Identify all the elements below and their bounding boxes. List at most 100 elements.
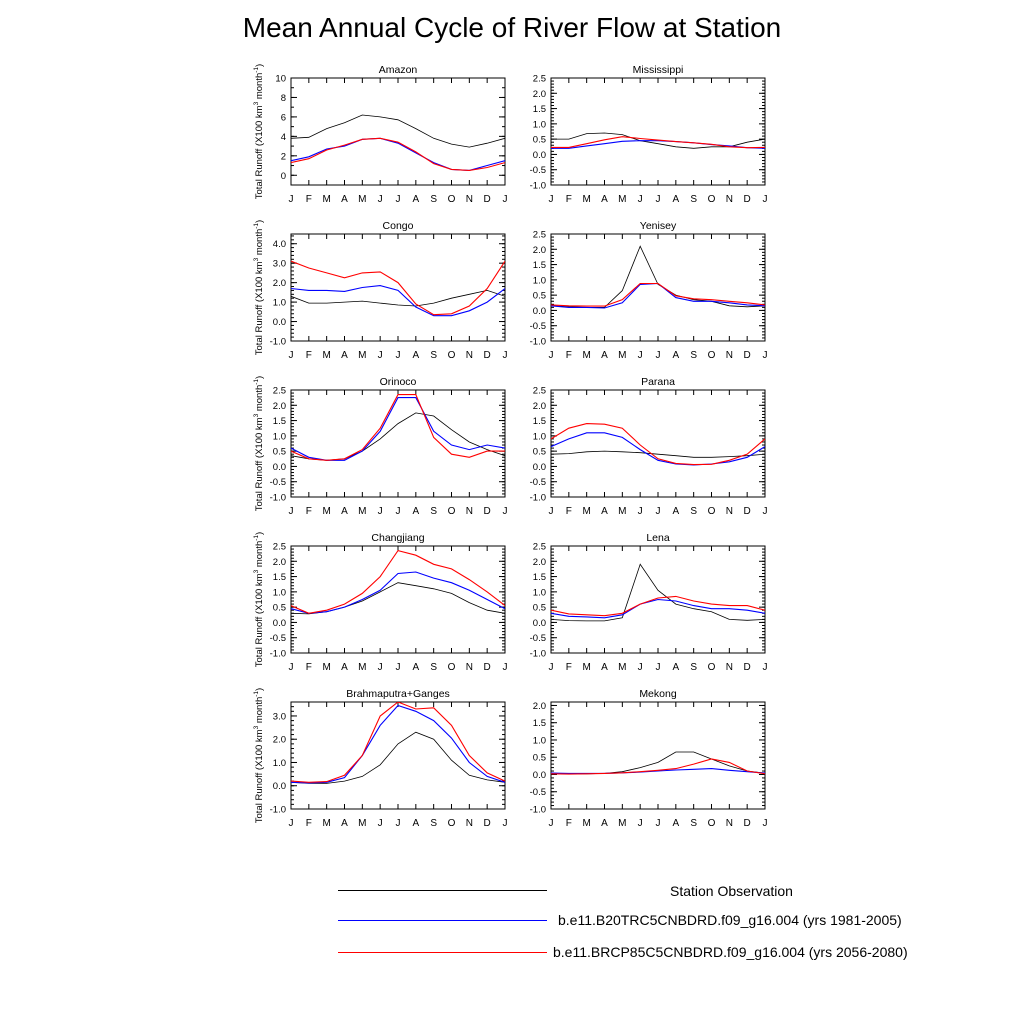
x-tick-label: M xyxy=(358,194,366,205)
series-line-hist xyxy=(291,285,505,317)
y-tick-label: 2.5 xyxy=(533,230,546,241)
y-tick-label: 2.0 xyxy=(533,701,546,712)
x-tick-label: M xyxy=(618,662,626,673)
y-tick-label: -1.0 xyxy=(530,493,546,504)
panel-congo: J F M A M J J A S O N D J-1.00.01.02.03.04.0CongoTot… xyxy=(253,220,508,361)
x-tick-label: O xyxy=(448,818,456,829)
y-tick-label: 2.0 xyxy=(533,245,546,256)
x-tick-label: S xyxy=(430,818,437,829)
panel-yenisey: J F M A M J J A S O N D J-1.0-0.50.00.51.01.52.02.5Y… xyxy=(530,220,768,361)
x-tick-label: J xyxy=(289,194,294,205)
x-tick-label: S xyxy=(690,818,697,829)
x-tick-label: A xyxy=(601,506,608,517)
y-tick-label: -1.0 xyxy=(530,337,546,348)
x-tick-label: J xyxy=(378,818,383,829)
y-tick-label: 4 xyxy=(281,132,286,143)
x-tick-label: M xyxy=(582,662,590,673)
series-group xyxy=(291,114,505,171)
y-tick-label: 1.0 xyxy=(273,298,286,309)
panel-title: Changjiang xyxy=(371,532,424,544)
x-tick-label: D xyxy=(484,350,491,361)
x-tick-label: D xyxy=(744,350,751,361)
x-tick-label: J xyxy=(763,350,768,361)
series-group xyxy=(291,394,505,461)
x-tick-label: A xyxy=(412,350,419,361)
x-tick-label: O xyxy=(708,194,716,205)
panel-title: Congo xyxy=(383,220,414,232)
y-tick-label: 1.0 xyxy=(533,431,546,442)
series-group xyxy=(291,702,505,784)
y-tick-label: 2.5 xyxy=(273,542,286,553)
x-tick-label: J xyxy=(289,506,294,517)
x-tick-label: M xyxy=(618,350,626,361)
y-tick-label: 3.0 xyxy=(273,259,286,270)
y-tick-label: -1.0 xyxy=(270,805,286,816)
legend-line-fut xyxy=(338,952,547,953)
series-line-obs xyxy=(291,412,505,461)
series-line-fut xyxy=(551,595,765,617)
x-tick-label: S xyxy=(690,506,697,517)
series-line-fut xyxy=(291,260,505,316)
x-tick-label: A xyxy=(601,194,608,205)
series-group xyxy=(551,423,765,466)
x-tick-label: S xyxy=(690,662,697,673)
y-tick-label: 2.0 xyxy=(533,401,546,412)
x-tick-label: O xyxy=(708,818,716,829)
x-tick-label: D xyxy=(744,506,751,517)
series-line-obs xyxy=(291,582,505,615)
x-tick-label: A xyxy=(601,350,608,361)
x-tick-label: J xyxy=(503,818,508,829)
y-tick-label: 0.0 xyxy=(273,618,286,629)
x-tick-label: S xyxy=(430,506,437,517)
x-tick-label: M xyxy=(322,194,330,205)
x-tick-label: A xyxy=(672,350,679,361)
x-tick-label: J xyxy=(289,818,294,829)
x-tick-label: A xyxy=(672,506,679,517)
x-tick-label: D xyxy=(484,662,491,673)
y-tick-label: 1.0 xyxy=(273,758,286,769)
x-tick-label: A xyxy=(341,506,348,517)
y-tick-label: 0.0 xyxy=(533,306,546,317)
panel-title: Parana xyxy=(641,376,675,388)
x-tick-label: D xyxy=(744,818,751,829)
panel-title: Orinoco xyxy=(380,376,417,388)
x-tick-label: J xyxy=(656,506,661,517)
x-tick-label: N xyxy=(726,506,733,517)
panel-title: Yenisey xyxy=(640,220,677,232)
legend-line-hist xyxy=(338,920,547,921)
plot-frame xyxy=(290,545,506,654)
y-tick-label: 2.0 xyxy=(273,557,286,568)
x-tick-label: J xyxy=(503,350,508,361)
x-tick-label: M xyxy=(582,506,590,517)
x-tick-label: J xyxy=(378,662,383,673)
series-line-obs xyxy=(291,114,505,148)
y-axis-label: Total Runoff (X100 km3 month-1) xyxy=(253,532,265,667)
x-tick-label: D xyxy=(484,818,491,829)
series-line-hist xyxy=(291,397,505,461)
y-tick-label: 1.0 xyxy=(533,275,546,286)
x-tick-label: A xyxy=(601,662,608,673)
y-tick-label: 1.5 xyxy=(533,104,546,115)
x-tick-label: D xyxy=(744,194,751,205)
series-line-fut xyxy=(551,136,765,149)
x-tick-label: J xyxy=(549,350,554,361)
y-tick-label: 8 xyxy=(281,93,286,104)
x-tick-label: N xyxy=(466,350,473,361)
x-tick-label: J xyxy=(378,350,383,361)
x-tick-label: F xyxy=(306,350,312,361)
x-tick-label: J xyxy=(549,194,554,205)
x-tick-label: M xyxy=(358,506,366,517)
y-tick-label: 3.0 xyxy=(273,711,286,722)
y-tick-label: 1.5 xyxy=(273,572,286,583)
x-tick-label: S xyxy=(430,350,437,361)
x-tick-label: A xyxy=(672,194,679,205)
y-tick-label: -1.0 xyxy=(270,493,286,504)
y-tick-label: -0.5 xyxy=(530,787,546,798)
y-tick-label: -0.5 xyxy=(270,633,286,644)
series-group xyxy=(551,563,765,622)
x-tick-label: J xyxy=(763,506,768,517)
y-tick-label: 1.0 xyxy=(273,431,286,442)
x-tick-label: J xyxy=(763,194,768,205)
y-tick-label: 0.5 xyxy=(533,753,546,764)
